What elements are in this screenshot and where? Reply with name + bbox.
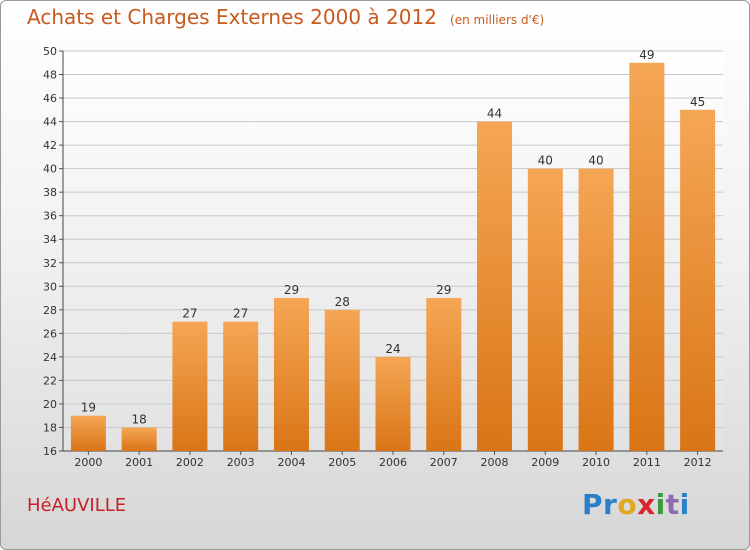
logo-letter: P (582, 488, 604, 521)
y-tick-label: 44 (43, 116, 57, 129)
value-label: 29 (284, 283, 299, 297)
y-tick-label: 34 (43, 233, 57, 246)
y-tick-label: 20 (43, 398, 57, 411)
chart-title: Achats et Charges Externes 2000 à 2012 (… (27, 5, 544, 29)
x-tick-label: 2008 (481, 456, 509, 469)
bar (70, 415, 106, 451)
logo-letter: o (617, 488, 638, 521)
bar (223, 321, 259, 451)
y-tick-label: 50 (43, 45, 57, 58)
x-tick-label: 2000 (74, 456, 102, 469)
x-tick-label: 2009 (531, 456, 559, 469)
x-tick-label: 2005 (328, 456, 356, 469)
x-tick-label: 2010 (582, 456, 610, 469)
title-unit: (en milliers d'€) (450, 13, 545, 27)
logo-letter: i (679, 488, 690, 521)
x-tick-label: 2011 (633, 456, 661, 469)
value-label: 40 (538, 154, 553, 168)
y-tick-label: 24 (43, 351, 57, 364)
x-tick-label: 2004 (277, 456, 305, 469)
y-tick-label: 22 (43, 374, 57, 387)
bar (121, 427, 157, 451)
y-tick-label: 28 (43, 304, 57, 317)
value-label: 45 (690, 95, 705, 109)
value-label: 44 (487, 107, 502, 121)
value-label: 24 (385, 342, 400, 356)
value-label: 28 (335, 295, 350, 309)
value-label: 40 (588, 154, 603, 168)
bar (680, 109, 716, 451)
commune-name: HéAUVILLE (27, 495, 127, 516)
value-label: 18 (132, 412, 147, 426)
y-tick-label: 36 (43, 210, 57, 223)
y-tick-label: 48 (43, 69, 57, 82)
value-label: 29 (436, 283, 451, 297)
y-tick-label: 46 (43, 92, 57, 105)
logo-letter: x (637, 488, 656, 521)
bar (172, 321, 208, 451)
title-text: Achats et Charges Externes 2000 à 2012 (27, 5, 437, 29)
x-tick-label: 2006 (379, 456, 407, 469)
y-tick-label: 42 (43, 139, 57, 152)
logo-letter: i (655, 488, 666, 521)
value-label: 19 (81, 401, 96, 415)
bar (629, 62, 665, 451)
logo-letter: t (665, 488, 680, 521)
y-tick-label: 30 (43, 280, 57, 293)
value-label: 27 (182, 307, 197, 321)
y-tick-label: 32 (43, 257, 57, 270)
bar (273, 298, 309, 451)
value-label: 49 (639, 48, 654, 62)
x-tick-label: 2007 (430, 456, 458, 469)
x-tick-label: 2003 (227, 456, 255, 469)
logo-letter: r (603, 488, 618, 521)
bar (426, 298, 462, 451)
y-tick-label: 26 (43, 327, 57, 340)
proxiti-logo: Proxiti (582, 488, 690, 521)
x-tick-label: 2001 (125, 456, 153, 469)
value-label: 27 (233, 307, 248, 321)
y-tick-label: 40 (43, 163, 57, 176)
y-tick-label: 16 (43, 445, 57, 458)
bar (375, 356, 411, 451)
bar (578, 168, 614, 451)
bar (324, 309, 360, 451)
bar (477, 121, 513, 452)
x-tick-label: 2012 (684, 456, 712, 469)
bar (527, 168, 563, 451)
y-tick-label: 38 (43, 186, 57, 199)
y-tick-label: 18 (43, 421, 57, 434)
x-tick-label: 2002 (176, 456, 204, 469)
